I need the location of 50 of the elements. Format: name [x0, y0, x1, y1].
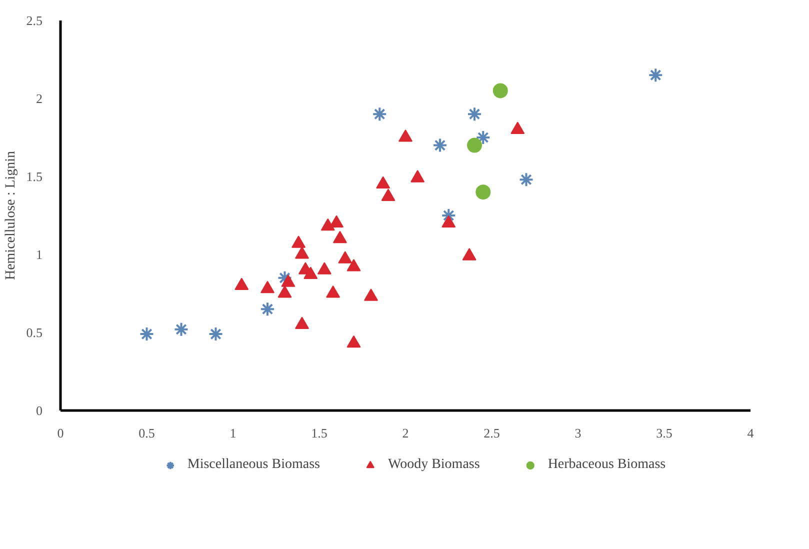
point	[376, 176, 390, 189]
x-tick-label: 2.5	[484, 426, 500, 440]
x-tick-label: 3.5	[656, 426, 672, 440]
y-tick-label: 2	[36, 91, 42, 106]
point	[295, 246, 309, 259]
point	[467, 106, 482, 122]
y-tick-label: 0	[36, 403, 42, 418]
point	[346, 335, 361, 348]
point	[278, 285, 292, 298]
point	[442, 215, 456, 228]
y-tick-label: 0.5	[26, 325, 42, 340]
point	[304, 266, 318, 280]
point	[476, 184, 491, 200]
x-tick-label: 0.5	[138, 426, 155, 440]
point	[432, 138, 448, 153]
point	[467, 138, 482, 153]
y-axis-title: Hemicellulose : Lignin	[3, 150, 18, 280]
y-tick-label: 1.5	[26, 169, 42, 184]
point	[381, 188, 396, 202]
point	[648, 68, 664, 83]
point	[518, 172, 534, 188]
point	[326, 285, 340, 298]
point	[260, 280, 274, 294]
x-tick-label: 0	[57, 426, 64, 440]
legend-label: Herbaceous Biomass	[548, 456, 666, 474]
x-tick-label: 3	[574, 426, 582, 440]
point	[330, 215, 344, 228]
point	[234, 278, 249, 290]
y-tick-label: 1	[36, 247, 42, 262]
point	[317, 262, 332, 274]
point	[295, 316, 309, 329]
legend-label: Woody Biomass	[388, 456, 480, 474]
x-tick-label: 2	[402, 426, 409, 440]
x-tick-label: 1	[230, 426, 236, 440]
point	[372, 106, 388, 122]
point	[364, 288, 378, 301]
point	[492, 83, 508, 98]
point	[476, 130, 491, 145]
point	[462, 248, 476, 260]
point	[281, 274, 296, 287]
point	[346, 258, 361, 272]
x-tick-label: 1.5	[311, 426, 328, 440]
x-tick-label: 4	[747, 426, 754, 440]
point	[332, 230, 347, 244]
point	[338, 251, 352, 264]
point	[441, 208, 456, 223]
point	[410, 170, 425, 182]
legend-label: Miscellaneous Biomass	[187, 456, 320, 474]
point	[292, 236, 306, 248]
y-tick-label: 2.5	[26, 13, 42, 28]
